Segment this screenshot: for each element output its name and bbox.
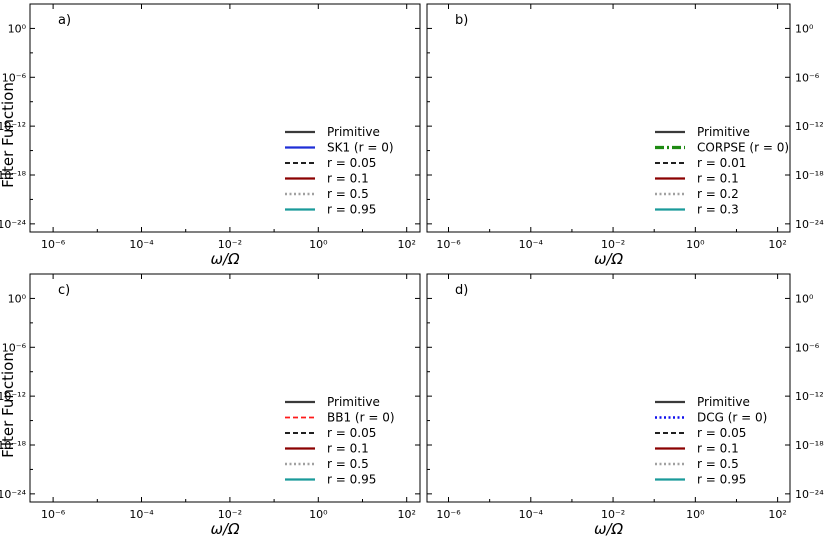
shared-ylabel-bottom: Filter Function — [0, 352, 17, 458]
x-tick-label: 10² — [397, 238, 415, 251]
x-tick-label: 10⁻² — [601, 508, 625, 521]
x-tick-label: 10⁰ — [686, 508, 705, 521]
x-tick-label: 10⁻² — [218, 508, 242, 521]
x-tick-label: 10⁻⁶ — [41, 508, 66, 521]
x-tick-label: 10² — [397, 508, 415, 521]
x-tick-label: 10² — [768, 238, 786, 251]
x-tick-label: 10⁻⁴ — [129, 508, 154, 521]
y-tick-label: 10⁻¹⁸ — [0, 169, 27, 182]
legend-entry: CORPSE (r = 0) — [697, 141, 789, 155]
y-tick-label: 10⁻¹⁸ — [0, 439, 27, 452]
legend-entry: Primitive — [697, 395, 750, 409]
x-tick-label: 10⁰ — [309, 238, 328, 251]
x-tick-label: 10⁻⁶ — [41, 238, 66, 251]
shared-ylabel-top: Filter Function — [0, 82, 17, 188]
legend-entry: r = 0.5 — [327, 187, 369, 201]
y-tick-label: 10⁻⁶ — [2, 341, 27, 354]
axes-frame — [426, 3, 791, 233]
panel-2: 10⁻⁶ 10⁻⁴ 10⁻² 10⁰ 10² ω/Ω 10⁰ 10⁻⁶ 10⁻¹² 10⁻¹⁸ 10… — [426, 3, 824, 268]
legend-entry: r = 0.95 — [327, 473, 376, 487]
x-tick-label: 10⁻⁶ — [436, 238, 461, 251]
x-tick-label: 10⁻⁴ — [129, 238, 154, 251]
panel-1: 10⁻⁶ 10⁻⁴ 10⁻² 10⁰ 10² ω/Ω 10⁰ 10⁻⁶ 10⁻¹² 10⁻¹⁸ 10… — [0, 3, 421, 268]
y-tick-label: 10⁻¹² — [0, 390, 26, 403]
x-axis-label: ω/Ω — [594, 520, 624, 538]
legend-entry: r = 0.05 — [327, 426, 376, 440]
y-tick-label: 10⁻¹² — [0, 120, 26, 133]
x-tick-label: 10⁰ — [686, 238, 705, 251]
legend-entry: Primitive — [697, 125, 750, 139]
y-tick-label: 10⁻⁶ — [795, 71, 820, 84]
x-tick-label: 10⁻² — [601, 238, 625, 251]
x-axis-label: ω/Ω — [210, 520, 240, 538]
legend-entry: DCG (r = 0) — [697, 411, 767, 425]
y-tick-label: 10⁻²⁴ — [0, 218, 27, 231]
x-tick-label: 10² — [768, 508, 786, 521]
y-tick-label: 10⁻¹⁸ — [795, 169, 824, 182]
x-axis-label: ω/Ω — [594, 250, 624, 268]
y-tick-label: 10⁰ — [795, 22, 814, 35]
legend-entry: r = 0.95 — [327, 203, 376, 217]
panel-3: 10⁻⁶ 10⁻⁴ 10⁻² 10⁰ 10² ω/Ω 10⁰ 10⁻⁶ 10⁻¹² 10⁻¹⁸ 10… — [0, 273, 421, 538]
axes-frame — [29, 273, 421, 503]
legend-entry: r = 0.05 — [697, 426, 746, 440]
panel-label: c) — [58, 283, 70, 298]
legend-entry: r = 0.05 — [327, 156, 376, 170]
axes-frame — [426, 273, 791, 503]
legend-entry: Primitive — [327, 395, 380, 409]
legend-entry: r = 0.1 — [327, 442, 369, 456]
x-tick-label: 10⁻² — [218, 238, 242, 251]
y-tick-label: 10⁰ — [8, 292, 27, 305]
y-tick-label: 10⁻²⁴ — [795, 218, 824, 231]
y-tick-label: 10⁰ — [8, 22, 27, 35]
panel-4: 10⁻⁶ 10⁻⁴ 10⁻² 10⁰ 10² ω/Ω 10⁰ 10⁻⁶ 10⁻¹² 10⁻¹⁸ 10… — [426, 273, 824, 538]
x-tick-label: 10⁻⁴ — [519, 508, 544, 521]
legend-entry: SK1 (r = 0) — [327, 141, 394, 155]
y-tick-label: 10⁻¹² — [795, 120, 824, 133]
x-tick-label: 10⁰ — [309, 508, 328, 521]
legend-entry: r = 0.1 — [697, 442, 739, 456]
y-tick-label: 10⁻¹² — [795, 390, 824, 403]
panel-label: b) — [455, 13, 468, 28]
y-tick-label: 10⁰ — [795, 292, 814, 305]
y-tick-label: 10⁻²⁴ — [0, 488, 27, 501]
y-tick-label: 10⁻⁶ — [2, 71, 27, 84]
legend-entry: r = 0.95 — [697, 473, 746, 487]
x-tick-label: 10⁻⁴ — [519, 238, 544, 251]
x-tick-label: 10⁻⁶ — [436, 508, 461, 521]
legend-entry: r = 0.1 — [327, 172, 369, 186]
legend-entry: Primitive — [327, 125, 380, 139]
panel-label: a) — [58, 13, 71, 28]
y-tick-label: 10⁻¹⁸ — [795, 439, 824, 452]
legend-entry: BB1 (r = 0) — [327, 411, 395, 425]
x-axis-label: ω/Ω — [210, 250, 240, 268]
legend-entry: r = 0.01 — [697, 156, 746, 170]
y-tick-label: 10⁻²⁴ — [795, 488, 824, 501]
legend-entry: r = 0.5 — [327, 457, 369, 471]
legend-entry: r = 0.3 — [697, 203, 739, 217]
legend-entry: r = 0.2 — [697, 187, 739, 201]
legend-entry: r = 0.5 — [697, 457, 739, 471]
panel-label: d) — [455, 283, 468, 298]
y-tick-label: 10⁻⁶ — [795, 341, 820, 354]
legend-entry: r = 0.1 — [697, 172, 739, 186]
axes-frame — [29, 3, 421, 233]
